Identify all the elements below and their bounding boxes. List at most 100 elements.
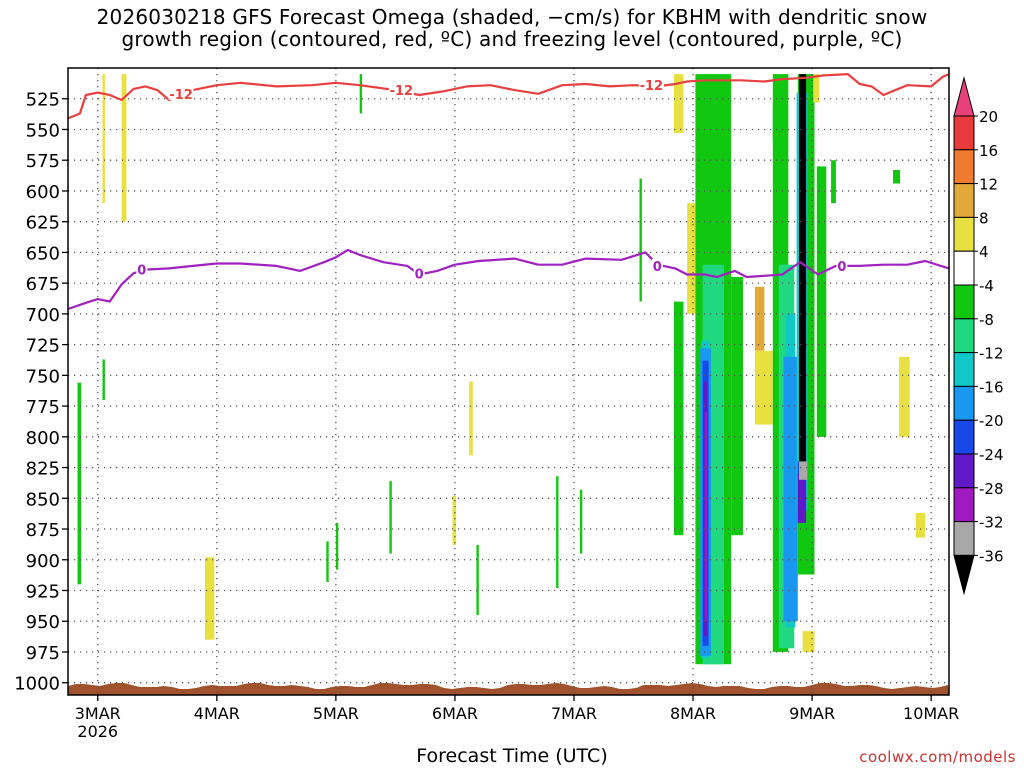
colorbar-bin (953, 149, 975, 185)
colorbar-label: -4 (979, 277, 994, 295)
contour-lines: -12 -12 -12 0 0 0 0 (67, 72, 950, 311)
contour-label-bg (136, 262, 148, 276)
x-tick-label: 8MAR (670, 704, 716, 723)
omega-region (799, 74, 807, 462)
colorbar-bin (953, 183, 975, 218)
y-tick-label: 750 (26, 366, 60, 387)
omega-region (452, 495, 457, 545)
omega-region (469, 381, 473, 456)
x-tick-label: 10MAR (903, 704, 959, 723)
colorbar-label: 20 (979, 108, 998, 126)
colorbar-label: 8 (979, 209, 989, 227)
x-tick-label: 3MAR (75, 704, 121, 723)
y-tick-label: 800 (26, 428, 60, 449)
omega-region (556, 476, 559, 589)
colorbar-label: -36 (979, 547, 1004, 565)
y-tick-label: 775 (26, 397, 60, 418)
colorbar-label: 12 (979, 176, 998, 194)
contour-label-bg (651, 258, 663, 272)
omega-region (476, 545, 479, 616)
y-tick-label: 1000 (14, 674, 60, 695)
omega-region (783, 356, 798, 622)
colorbar-bin (953, 352, 975, 387)
x-tick-label: 5MAR (313, 704, 359, 723)
x-tick-label: 6MAR (432, 704, 478, 723)
title-line-1: 2026030218 GFS Forecast Omega (shaded, −… (96, 5, 928, 29)
colorbar: 20 16 12 8 4 -4 -8 -12 -16 -20 -24 -28 -32 -36 (953, 76, 1004, 596)
omega-region (802, 631, 815, 652)
x-tick-label: 9MAR (789, 704, 835, 723)
omega-region (899, 356, 910, 437)
colorbar-arrow-bottom (953, 554, 975, 596)
colorbar-bin (953, 284, 975, 320)
omega-region (102, 74, 105, 204)
title-line-2: growth region (contoured, red, ºC) and f… (121, 27, 903, 51)
omega-region (799, 461, 808, 480)
y-tick-label: 950 (26, 612, 60, 633)
x-axis-label: Forecast Time (UTC) (416, 745, 608, 767)
contour-label-bg (388, 83, 414, 97)
y-tick-label: 575 (26, 151, 60, 172)
ground-strip (68, 683, 949, 695)
plot-frame (67, 67, 950, 696)
omega-region (731, 277, 743, 536)
colorbar-label: 16 (979, 142, 998, 160)
omega-region (754, 350, 773, 425)
y-tick-label: 625 (26, 213, 60, 234)
grid-lines (68, 68, 949, 695)
colorbar-label: -16 (979, 378, 1004, 396)
omega-region (754, 286, 765, 351)
contour-label-bg (413, 266, 425, 280)
omega-region (915, 513, 926, 538)
y-tick-label: 850 (26, 489, 60, 510)
y-tick-label: 700 (26, 305, 60, 326)
contour-label: 0 (653, 260, 662, 275)
omega-region (389, 481, 392, 554)
colorbar-label: -8 (979, 311, 994, 329)
omega-region (359, 74, 363, 114)
x-axis: 3MAR 4MAR 5MAR 6MAR 7MAR 8MAR 9MAR 10MAR 2026 (75, 695, 959, 741)
colorbar-label: -32 (979, 514, 1004, 532)
omega-region (77, 382, 82, 585)
omega-region (816, 166, 827, 437)
colorbar-label: -12 (979, 345, 1004, 363)
y-axis: 525 550 575 600 625 650 675 700 725 750 775 800 825 8… (14, 90, 68, 695)
colorbar-label: -24 (979, 446, 1004, 464)
colorbar-label: -28 (979, 480, 1004, 498)
omega-region (813, 74, 820, 103)
y-tick-label: 525 (26, 90, 60, 111)
contour-label-bg (168, 86, 194, 100)
omega-shading (77, 74, 926, 665)
omega-region (704, 412, 707, 622)
y-tick-label: 825 (26, 459, 60, 480)
y-tick-label: 900 (26, 551, 60, 572)
y-tick-label: 600 (26, 182, 60, 203)
colorbar-bin (953, 453, 975, 489)
omega-region (687, 203, 696, 314)
contour-label: 0 (137, 264, 146, 279)
y-tick-label: 925 (26, 582, 60, 603)
x-tick-label: 4MAR (194, 704, 240, 723)
y-tick-label: 975 (26, 643, 60, 664)
omega-region (204, 557, 215, 640)
colorbar-bin (953, 115, 975, 151)
omega-region (326, 541, 329, 582)
colorbar-bin (953, 419, 975, 455)
colorbar-label: -20 (979, 412, 1004, 430)
dgz-contour-line (67, 72, 950, 120)
omega-region (639, 178, 642, 302)
colorbar-bin (953, 216, 975, 252)
y-tick-label: 650 (26, 243, 60, 264)
freezing-level-line (67, 248, 950, 311)
colorbar-bin (953, 250, 975, 286)
omega-region (674, 74, 684, 134)
omega-region (797, 473, 807, 523)
omega-region (335, 522, 339, 570)
x-tick-label: 7MAR (551, 704, 597, 723)
ground-surface (68, 683, 949, 695)
x-year-label: 2026 (77, 722, 118, 741)
colorbar-label: 4 (979, 243, 989, 261)
colorbar-bin (953, 385, 975, 421)
y-tick-label: 725 (26, 336, 60, 357)
